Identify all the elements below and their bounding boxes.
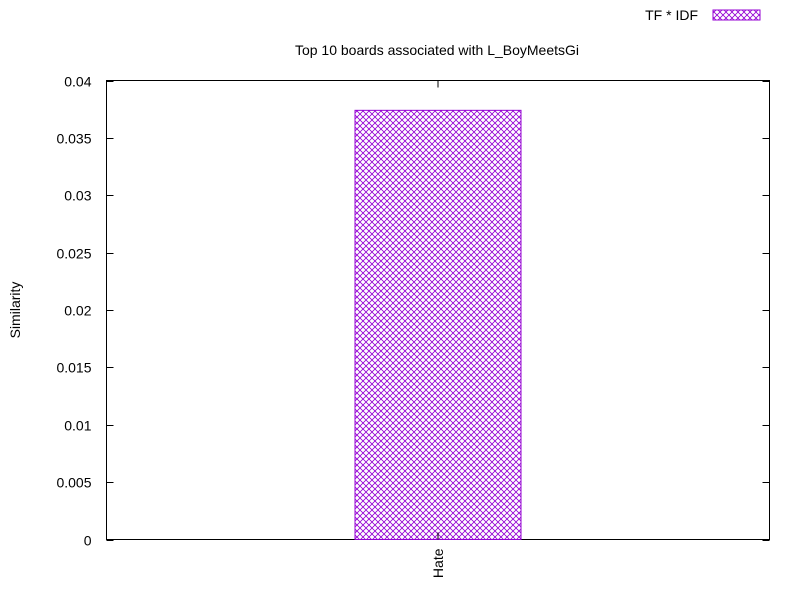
y-tick-label: 0: [84, 533, 92, 549]
bar-hate: [354, 109, 522, 541]
y-tick-label: 0.015: [56, 360, 91, 376]
y-tick-label: 0.03: [64, 188, 91, 204]
y-tick-label: 0.02: [64, 303, 91, 319]
y-tick-label: 0.01: [64, 418, 91, 434]
chart-title: Top 10 boards associated with L_BoyMeets…: [295, 42, 579, 58]
x-tick-label: Hate: [430, 548, 446, 578]
y-axis: 0 0.005 0.01 0.015 0.02 0.025 0.03 0.035 0.04: [56, 74, 770, 549]
y-axis-label: Similarity: [7, 282, 23, 339]
legend-swatch: [712, 9, 761, 21]
y-tick-label: 0.04: [64, 74, 91, 90]
y-tick-label: 0.005: [56, 475, 91, 491]
y-tick-label: 0.025: [56, 246, 91, 262]
x-axis: Hate: [430, 80, 446, 578]
y-tick-label: 0.035: [56, 131, 91, 147]
legend: TF * IDF: [645, 7, 761, 23]
legend-label: TF * IDF: [645, 7, 698, 23]
bars: [354, 109, 522, 541]
